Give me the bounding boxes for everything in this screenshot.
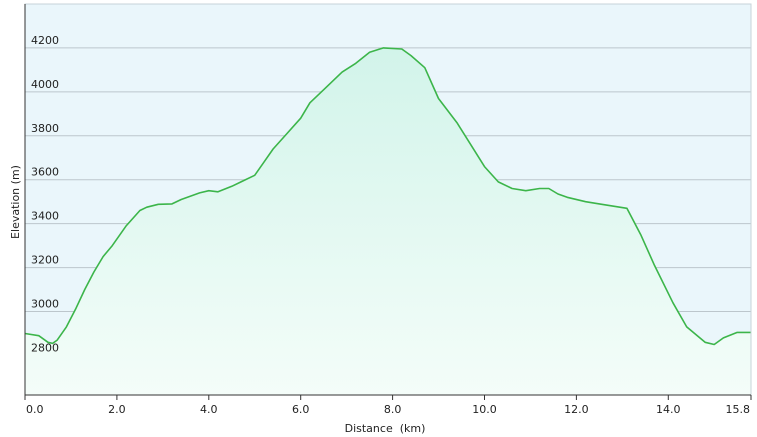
- elevation-line: [24, 47, 751, 346]
- x-tick-label: 12.0: [564, 403, 589, 416]
- x-ticks: 0.0 2.0 4.0 6.0 8.0 10.0 12.0 14.0 15.8: [24, 395, 752, 416]
- x-tick-label: 8.0: [384, 403, 402, 416]
- y-tick-label: 3800: [31, 122, 59, 135]
- y-tick-label: 3000: [31, 298, 59, 311]
- elevation-area: [25, 47, 751, 396]
- y-tick-label: 4000: [31, 78, 59, 91]
- x-tick-label: 0.0: [26, 403, 44, 416]
- y-tick-label: 3200: [31, 254, 59, 267]
- y-tick-label: 3400: [31, 210, 59, 223]
- y-ticks: 2800 3000 3200 3400 3600 3800 4000 4200: [31, 34, 59, 355]
- x-tick-label: 15.8: [726, 403, 751, 416]
- x-tick-label: 6.0: [292, 403, 310, 416]
- x-axis-title: Distance (km): [345, 422, 426, 435]
- x-tick-label: 4.0: [200, 403, 218, 416]
- x-tick-label: 2.0: [108, 403, 126, 416]
- y-tick-label: 3600: [31, 166, 59, 179]
- y-tick-label: 2800: [31, 341, 59, 354]
- x-tick-label: 10.0: [472, 403, 497, 416]
- x-tick-label: 14.0: [656, 403, 681, 416]
- y-tick-label: 4200: [31, 34, 59, 47]
- y-axis-title: Elevation (m): [9, 165, 22, 239]
